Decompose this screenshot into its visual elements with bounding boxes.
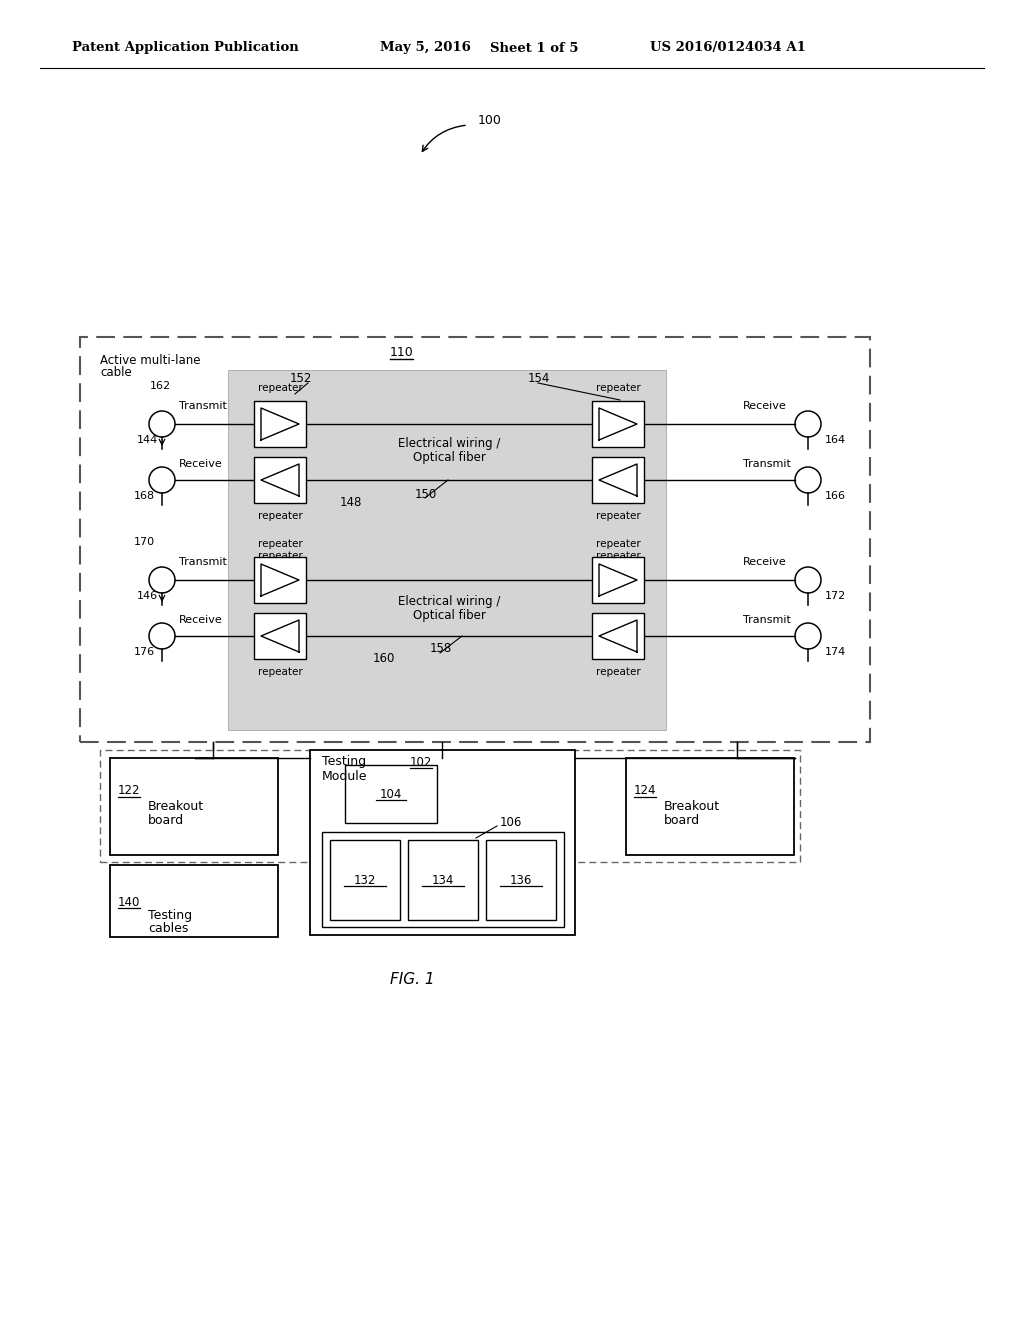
Text: Breakout: Breakout	[664, 800, 720, 813]
Bar	[592, 612, 644, 659]
Text: 140: 140	[118, 895, 140, 908]
Text: 164: 164	[825, 436, 846, 445]
Text: repeater: repeater	[258, 550, 302, 561]
Text: 102: 102	[410, 755, 432, 768]
Text: Receive: Receive	[179, 459, 223, 469]
Text: Active multi-lane: Active multi-lane	[100, 354, 201, 367]
Text: 176: 176	[134, 647, 155, 657]
Bar	[486, 840, 556, 920]
Text: repeater: repeater	[596, 511, 640, 521]
Text: 122: 122	[118, 784, 140, 797]
Text: 154: 154	[528, 371, 550, 384]
Text: 106: 106	[500, 816, 522, 829]
Bar	[254, 457, 306, 503]
Bar	[100, 750, 800, 862]
Text: repeater: repeater	[258, 383, 302, 393]
Bar	[322, 832, 564, 927]
Text: repeater: repeater	[258, 539, 302, 549]
Text: 124: 124	[634, 784, 656, 797]
Bar	[626, 758, 794, 855]
Text: repeater: repeater	[596, 539, 640, 549]
Text: Transmit: Transmit	[179, 401, 227, 411]
Text: cables: cables	[148, 923, 188, 936]
Text: 136: 136	[510, 874, 532, 887]
Text: board: board	[148, 813, 184, 826]
Bar	[345, 766, 437, 822]
Text: 174: 174	[825, 647, 846, 657]
Text: Sheet 1 of 5: Sheet 1 of 5	[490, 41, 579, 54]
Text: Electrical wiring /: Electrical wiring /	[397, 595, 500, 609]
Bar	[254, 612, 306, 659]
Text: 170: 170	[134, 537, 155, 546]
Text: repeater: repeater	[258, 667, 302, 677]
Text: board: board	[664, 813, 700, 826]
Bar	[110, 865, 278, 937]
Bar	[408, 840, 478, 920]
Text: 172: 172	[825, 591, 846, 601]
Text: 162: 162	[150, 381, 171, 391]
Text: Receive: Receive	[179, 615, 223, 624]
Text: repeater: repeater	[596, 550, 640, 561]
Text: 152: 152	[290, 371, 312, 384]
Text: 166: 166	[825, 491, 846, 502]
Text: cable: cable	[100, 367, 132, 380]
Text: Transmit: Transmit	[179, 557, 227, 568]
Text: Testing: Testing	[322, 755, 367, 768]
Text: repeater: repeater	[258, 511, 302, 521]
Bar	[254, 557, 306, 603]
Bar	[80, 337, 870, 742]
Text: 132: 132	[354, 874, 376, 887]
Bar	[592, 401, 644, 447]
Text: US 2016/0124034 A1: US 2016/0124034 A1	[650, 41, 806, 54]
Text: 158: 158	[430, 643, 453, 656]
Bar	[592, 457, 644, 503]
Text: 134: 134	[432, 874, 455, 887]
Text: repeater: repeater	[596, 383, 640, 393]
Text: 168: 168	[134, 491, 155, 502]
Text: Patent Application Publication: Patent Application Publication	[72, 41, 299, 54]
Text: 144: 144	[137, 436, 159, 445]
Bar	[110, 758, 278, 855]
Text: Optical fiber: Optical fiber	[413, 610, 485, 623]
Text: Transmit: Transmit	[743, 615, 791, 624]
Text: Breakout: Breakout	[148, 800, 204, 813]
Text: 148: 148	[340, 495, 362, 508]
Text: 100: 100	[478, 114, 502, 127]
Bar	[254, 401, 306, 447]
Text: Transmit: Transmit	[743, 459, 791, 469]
Text: 146: 146	[137, 591, 158, 601]
Bar	[592, 557, 644, 603]
Text: Optical fiber: Optical fiber	[413, 451, 485, 465]
Text: May 5, 2016: May 5, 2016	[380, 41, 471, 54]
Text: Module: Module	[322, 770, 368, 783]
Text: Testing: Testing	[148, 908, 193, 921]
Text: Receive: Receive	[743, 401, 786, 411]
Text: FIG. 1: FIG. 1	[390, 973, 434, 987]
Bar	[330, 840, 400, 920]
Text: 150: 150	[415, 487, 437, 500]
Text: 110: 110	[390, 346, 414, 359]
Text: Receive: Receive	[743, 557, 786, 568]
Text: 160: 160	[373, 652, 395, 664]
Bar	[228, 370, 666, 730]
Bar	[310, 750, 575, 935]
Text: Electrical wiring /: Electrical wiring /	[397, 437, 500, 450]
Text: repeater: repeater	[596, 667, 640, 677]
Text: 104: 104	[380, 788, 402, 800]
